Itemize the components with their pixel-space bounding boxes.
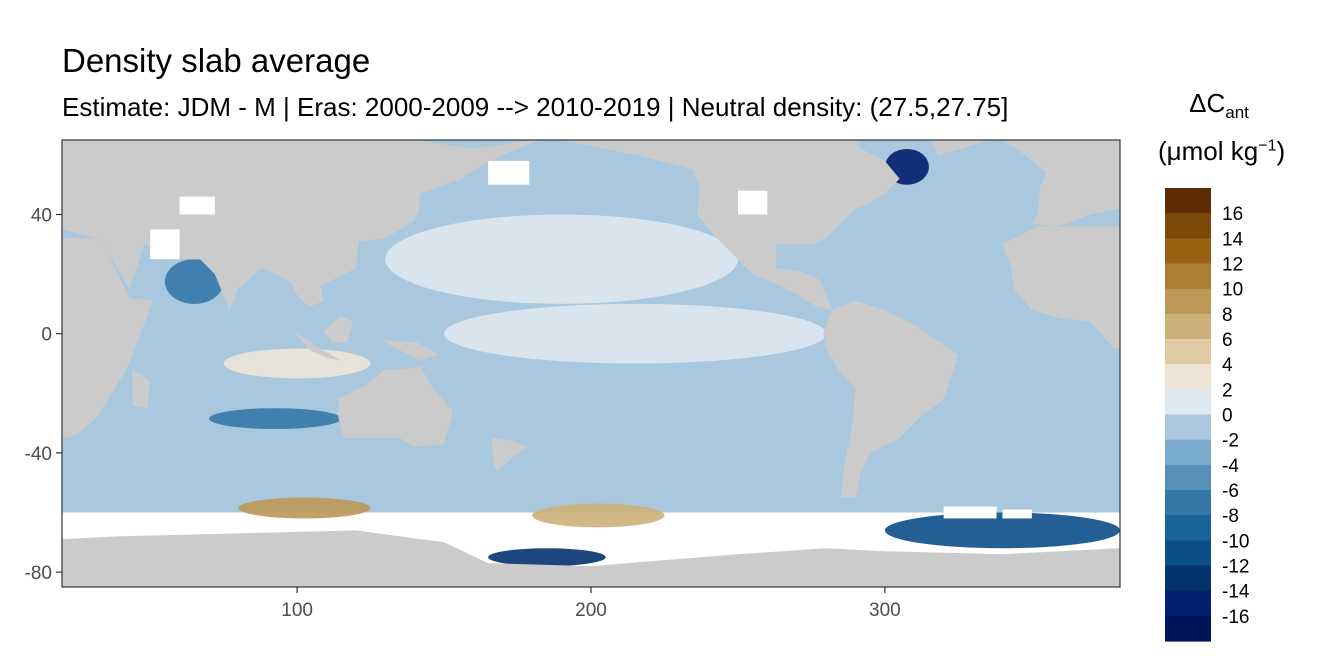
- legend-color-bin: [1165, 414, 1211, 441]
- legend-color-bin: [1165, 490, 1211, 516]
- legend-label: -6: [1222, 481, 1239, 502]
- chart-subtitle: Estimate: JDM - M | Eras: 2000-2009 --> …: [62, 92, 1009, 122]
- legend-label: 8: [1222, 305, 1233, 326]
- legend-color-bin: [1165, 364, 1211, 390]
- y-tick-label: -80: [25, 563, 52, 584]
- legend-title-delta-c: ΔC: [1189, 88, 1226, 118]
- legend-color-bin: [1165, 213, 1211, 239]
- legend-title-subscript: ant: [1225, 103, 1249, 123]
- missing-data-patch: [737, 190, 768, 215]
- x-tick-label: 200: [575, 600, 607, 621]
- legend-label: -8: [1222, 506, 1239, 527]
- heatmap-region: [488, 548, 606, 567]
- legend-label: -4: [1222, 456, 1239, 477]
- missing-data-patch: [150, 229, 180, 260]
- legend-label: -14: [1222, 582, 1250, 603]
- land-mass: [931, 140, 988, 155]
- legend-label: 14: [1222, 229, 1244, 250]
- legend-color-bin: [1165, 238, 1211, 265]
- y-tick-label: -40: [25, 444, 52, 465]
- legend-color-bin: [1165, 339, 1211, 365]
- heatmap-region: [884, 512, 1120, 549]
- heatmap-region: [238, 497, 371, 519]
- land-mass: [62, 530, 1120, 587]
- land-mass: [338, 366, 453, 447]
- legend-label: 4: [1222, 355, 1233, 376]
- legend-color-bin: [1165, 263, 1211, 290]
- legend-label: -2: [1222, 431, 1239, 452]
- y-tick-label: 0: [41, 325, 52, 346]
- missing-data-patch: [179, 196, 215, 215]
- heatmap-region: [444, 303, 827, 364]
- land-mass: [62, 140, 540, 310]
- legend-color-bin: [1165, 590, 1211, 617]
- map-layer: [62, 140, 1120, 587]
- heatmap-region: [164, 259, 224, 304]
- land-mass: [491, 438, 527, 471]
- y-tick-label: 40: [31, 206, 52, 227]
- legend-label: -10: [1222, 531, 1249, 552]
- land-mass: [132, 369, 151, 409]
- land-mass: [1002, 140, 1120, 227]
- legend-color-bin: [1165, 515, 1211, 541]
- legend-label: -16: [1222, 607, 1249, 628]
- missing-data-patch: [488, 160, 530, 185]
- legend-color-bin: [1165, 288, 1211, 315]
- heatmap-region: [532, 503, 665, 528]
- legend-color-bin: [1165, 313, 1211, 340]
- missing-data-patch: [1002, 509, 1032, 519]
- color-legend: -16 -14 -12 -10 -8 -6 -4 -2 0 2 4 6 8 10 12 14 16: [1165, 188, 1250, 642]
- x-tick-label: 100: [281, 600, 313, 621]
- legend-color-bin: [1165, 389, 1211, 416]
- legend-color-bin: [1165, 540, 1211, 567]
- legend-title-symbol: ΔCant: [1164, 88, 1274, 123]
- land-mass: [323, 315, 353, 343]
- land-mass: [382, 339, 439, 361]
- heatmap-region: [208, 408, 342, 430]
- legend-color-bin: [1165, 565, 1211, 592]
- x-tick-label: 300: [869, 600, 901, 621]
- legend-label: -12: [1222, 557, 1249, 578]
- legend-color-bin: [1165, 464, 1211, 491]
- legend-unit-superscript: −1: [1258, 137, 1277, 155]
- legend-unit-prefix: (μmol kg: [1158, 136, 1259, 166]
- legend-label: 10: [1222, 280, 1243, 301]
- land-mass: [1002, 226, 1120, 349]
- heatmap-region: [223, 348, 371, 379]
- legend-unit-suffix: ): [1276, 136, 1286, 166]
- legend-color-bin: [1165, 615, 1211, 642]
- legend-label: 2: [1222, 380, 1233, 401]
- legend-label: 16: [1222, 204, 1243, 225]
- heatmap-region: [385, 214, 738, 304]
- chart-title: Density slab average: [62, 42, 371, 79]
- legend-color-bin: [1165, 188, 1211, 214]
- legend-label: 12: [1222, 255, 1243, 276]
- land-mass: [62, 238, 154, 438]
- land-mass: [385, 199, 421, 233]
- land-mass: [823, 300, 959, 498]
- legend-color-bin: [1165, 439, 1211, 466]
- legend-label: 0: [1222, 406, 1233, 427]
- missing-data-patch: [943, 506, 997, 519]
- legend-title-unit: (μmol kg−1): [1158, 136, 1318, 167]
- legend-label: 6: [1222, 330, 1233, 351]
- land-mass: [561, 140, 900, 310]
